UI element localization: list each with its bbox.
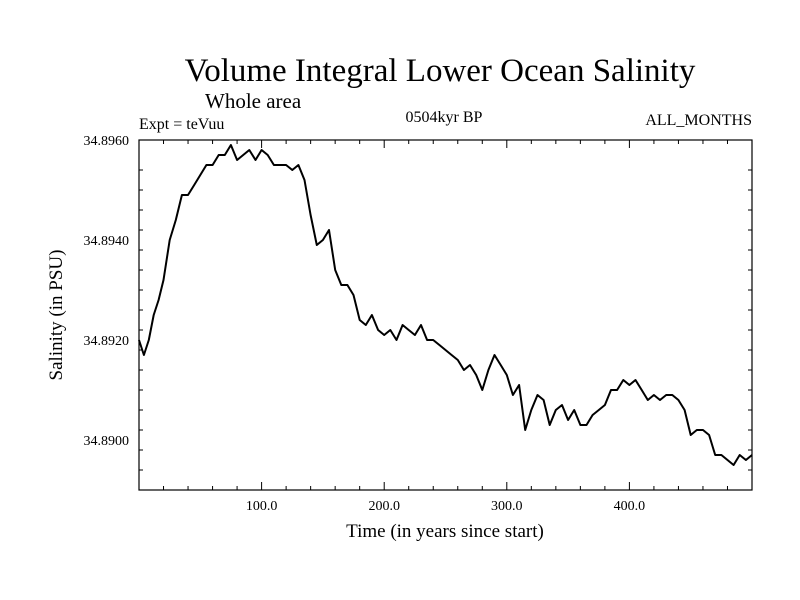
period-label: 0504kyr BP — [406, 109, 483, 126]
axis-ticks: 100.0 200.0 300.0 400.0 34.8900 34.8920 34.894… — [84, 134, 752, 514]
plot-frame — [138, 139, 753, 491]
y-tick-label: 34.8920 — [84, 334, 130, 349]
x-tick-label: 200.0 — [368, 499, 400, 514]
experiment-label: Expt = teVuu — [139, 116, 224, 133]
y-axis-title: Salinity (in PSU) — [46, 250, 67, 381]
x-tick-label: 100.0 — [246, 499, 278, 514]
months-label: ALL_MONTHS — [645, 112, 752, 129]
x-tick-label: 400.0 — [614, 499, 646, 514]
y-tick-label: 34.8940 — [84, 234, 130, 249]
salinity-series-line — [138, 144, 753, 466]
y-tick-label: 34.8960 — [84, 134, 130, 149]
chart-title: Volume Integral Lower Ocean Salinity — [185, 53, 696, 89]
x-tick-label: 300.0 — [491, 499, 523, 514]
chart-subtitle: Whole area — [205, 89, 302, 113]
y-tick-label: 34.8900 — [84, 434, 130, 449]
x-axis-title: Time (in years since start) — [346, 521, 544, 542]
data-series — [138, 144, 753, 466]
